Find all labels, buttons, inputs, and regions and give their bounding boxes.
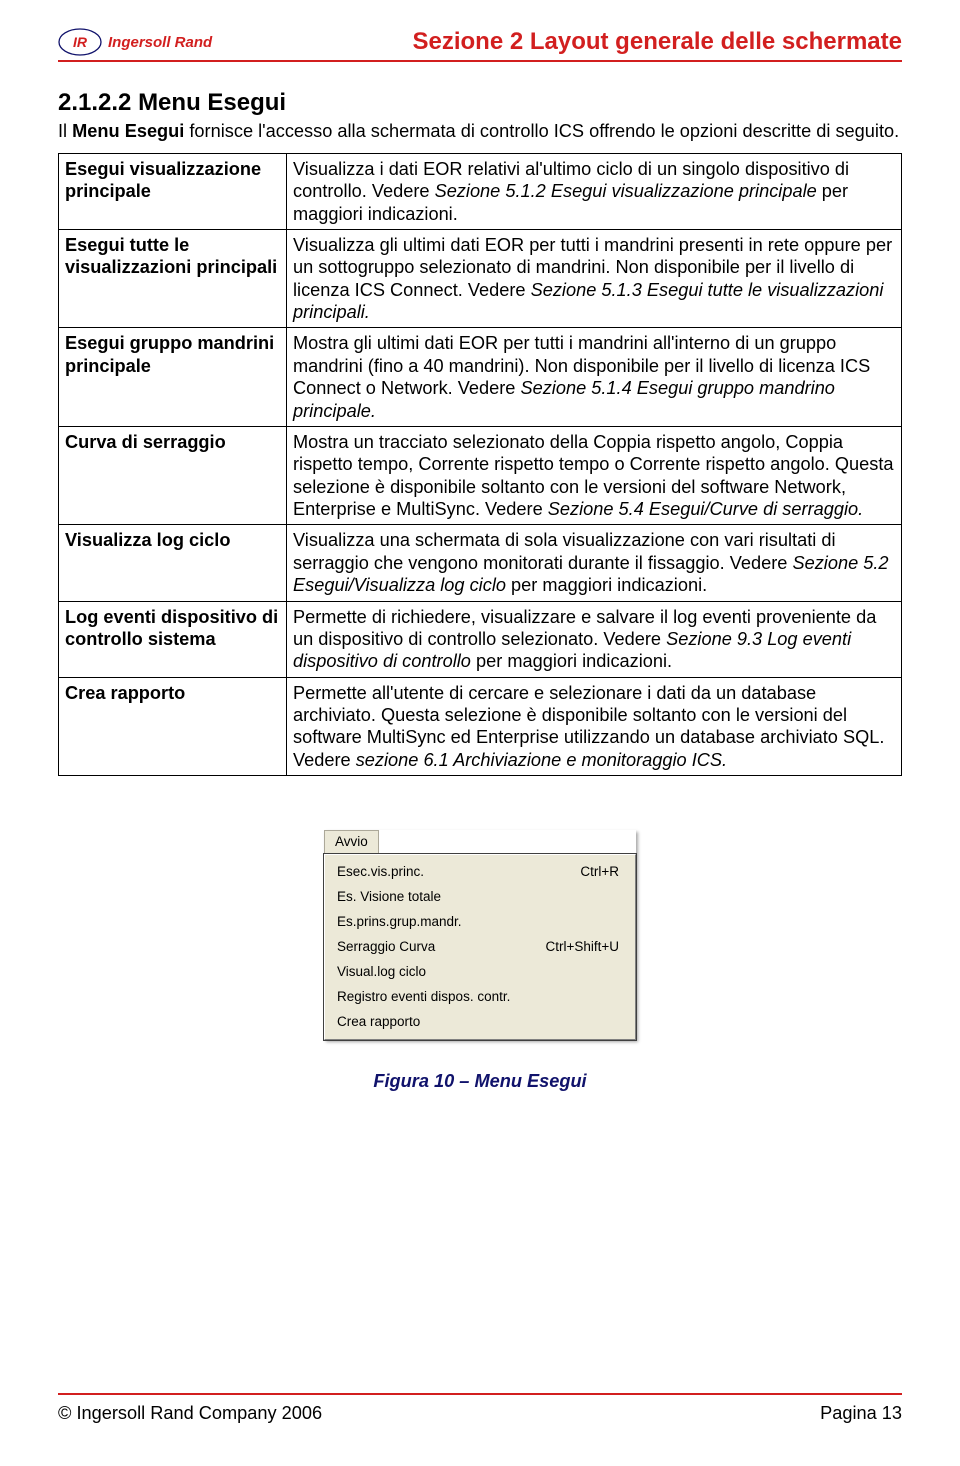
term-cell: Esegui tutte le visualizzazioni principa…: [59, 229, 287, 328]
table-row: Curva di serraggioMostra un tracciato se…: [59, 426, 902, 525]
term-cell: Esegui gruppo mandrini principale: [59, 328, 287, 427]
menu-item-shortcut: Ctrl+Shift+U: [545, 937, 619, 958]
desc-cell: Permette all'utente di cercare e selezio…: [287, 677, 902, 776]
figure-caption: Figura 10 – Menu Esegui: [58, 1070, 902, 1093]
intro-bold: Menu Esegui: [72, 121, 184, 141]
page-header: IR Ingersoll Rand Sezione 2 Layout gener…: [58, 28, 902, 62]
term-cell: Visualizza log ciclo: [59, 525, 287, 601]
menu-item-label: Visual.log ciclo: [337, 962, 426, 983]
term-cell: Esegui visualizzazione principale: [59, 153, 287, 229]
desc-cell: Visualizza una schermata di sola visuali…: [287, 525, 902, 601]
menu-item-label: Es. Visione totale: [337, 887, 441, 908]
footer-left: © Ingersoll Rand Company 2006: [58, 1403, 322, 1424]
menu-item[interactable]: Esec.vis.princ. Ctrl+R: [325, 860, 635, 885]
menu-item[interactable]: Registro eventi dispos. contr.: [325, 985, 635, 1010]
desc-cell: Permette di richiedere, visualizzare e s…: [287, 601, 902, 677]
menu-screenshot: Avvio Esec.vis.princ. Ctrl+R Es. Visione t…: [324, 830, 636, 1040]
table-row: Visualizza log cicloVisualizza una scher…: [59, 525, 902, 601]
desc-text-tail: per maggiori indicazioni.: [471, 651, 672, 671]
menu-item-shortcut: Ctrl+R: [580, 862, 619, 883]
page-footer: © Ingersoll Rand Company 2006 Pagina 13: [58, 1393, 902, 1424]
logo-mark-icon: IR: [58, 28, 102, 56]
footer-right: Pagina 13: [820, 1403, 902, 1424]
menu-item[interactable]: Serraggio Curva Ctrl+Shift+U: [325, 935, 635, 960]
desc-text-tail: per maggiori indicazioni.: [506, 575, 707, 595]
menu-item[interactable]: Es.prins.grup.mandr.: [325, 910, 635, 935]
table-row: Esegui tutte le visualizzazioni principa…: [59, 229, 902, 328]
term-cell: Curva di serraggio: [59, 426, 287, 525]
heading: 2.1.2.2 Menu Esegui: [58, 88, 902, 118]
term-cell: Crea rapporto: [59, 677, 287, 776]
intro-prefix: Il: [58, 121, 72, 141]
table-row: Esegui gruppo mandrini principaleMostra …: [59, 328, 902, 427]
menu-item[interactable]: Es. Visione totale: [325, 885, 635, 910]
desc-cell: Visualizza i dati EOR relativi al'ultimo…: [287, 153, 902, 229]
brand-name: Ingersoll Rand: [108, 34, 212, 51]
menu-item-label: Registro eventi dispos. contr.: [337, 987, 510, 1008]
table-row: Esegui visualizzazione principaleVisuali…: [59, 153, 902, 229]
desc-italic: Sezione 5.1.2 Esegui visualizzazione pri…: [435, 181, 817, 201]
desc-italic: sezione 6.1 Archiviazione e monitoraggio…: [356, 750, 727, 770]
term-cell: Log eventi dispositivo di controllo sist…: [59, 601, 287, 677]
definitions-table: Esegui visualizzazione principaleVisuali…: [58, 153, 902, 776]
brand-logo: IR Ingersoll Rand: [58, 28, 212, 56]
intro-suffix: fornisce l'accesso alla schermata di con…: [184, 121, 899, 141]
desc-cell: Mostra gli ultimi dati EOR per tutti i m…: [287, 328, 902, 427]
menu-tab[interactable]: Avvio: [324, 830, 379, 854]
desc-cell: Visualizza gli ultimi dati EOR per tutti…: [287, 229, 902, 328]
menu-item[interactable]: Visual.log ciclo: [325, 960, 635, 985]
menu-item[interactable]: Crea rapporto: [325, 1010, 635, 1035]
menu-item-label: Crea rapporto: [337, 1012, 420, 1033]
page-content: 2.1.2.2 Menu Esegui Il Menu Esegui forni…: [58, 88, 902, 1093]
desc-italic: Sezione 5.4 Esegui/Curve di serraggio.: [548, 499, 863, 519]
intro-paragraph: Il Menu Esegui fornisce l'accesso alla s…: [58, 120, 902, 143]
table-row: Log eventi dispositivo di controllo sist…: [59, 601, 902, 677]
svg-text:IR: IR: [73, 34, 88, 50]
menu-item-label: Esec.vis.princ.: [337, 862, 424, 883]
desc-text: Visualizza una schermata di sola visuali…: [293, 530, 836, 572]
menu-body: Esec.vis.princ.Ctrl+REs. Visione totaleE…: [324, 854, 636, 1040]
menu-item-label: Es.prins.grup.mandr.: [337, 912, 462, 933]
section-title: Sezione 2 Layout generale delle schermat…: [412, 28, 902, 56]
table-row: Crea rapportoPermette all'utente di cerc…: [59, 677, 902, 776]
desc-cell: Mostra un tracciato selezionato della Co…: [287, 426, 902, 525]
menu-item-label: Serraggio Curva: [337, 937, 435, 958]
